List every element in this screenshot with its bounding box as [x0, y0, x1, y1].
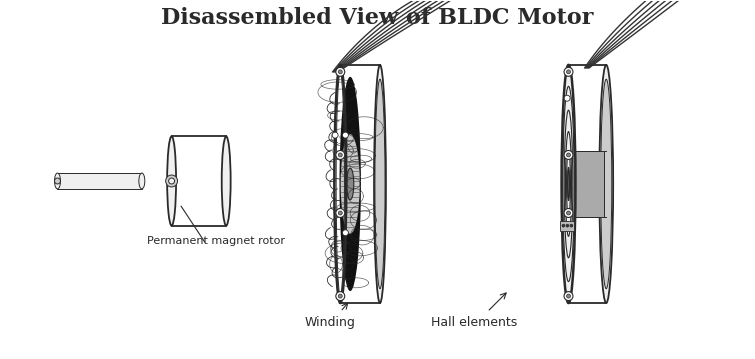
Circle shape — [336, 209, 345, 218]
Ellipse shape — [167, 136, 176, 226]
Circle shape — [564, 150, 573, 159]
Circle shape — [564, 292, 573, 300]
Circle shape — [168, 178, 174, 184]
Circle shape — [338, 153, 342, 157]
Ellipse shape — [375, 79, 385, 289]
Ellipse shape — [599, 65, 613, 303]
Circle shape — [165, 175, 177, 187]
Circle shape — [562, 224, 565, 227]
Circle shape — [566, 224, 569, 227]
Ellipse shape — [347, 168, 354, 200]
Circle shape — [566, 70, 571, 74]
Text: Winding: Winding — [305, 316, 356, 329]
FancyBboxPatch shape — [560, 221, 575, 230]
Ellipse shape — [568, 170, 569, 198]
Bar — [57, 173, 142, 189]
Ellipse shape — [139, 173, 145, 189]
Circle shape — [336, 67, 345, 76]
Circle shape — [332, 132, 338, 138]
Ellipse shape — [340, 77, 361, 291]
Circle shape — [570, 224, 573, 227]
Circle shape — [338, 294, 342, 298]
Text: Hall elements: Hall elements — [431, 316, 517, 329]
Circle shape — [566, 153, 571, 157]
Circle shape — [336, 150, 345, 159]
Circle shape — [566, 294, 571, 298]
Ellipse shape — [374, 65, 386, 303]
Ellipse shape — [54, 173, 60, 189]
Circle shape — [338, 70, 342, 74]
Circle shape — [343, 132, 348, 138]
Circle shape — [338, 211, 342, 215]
Ellipse shape — [601, 79, 612, 289]
Circle shape — [343, 230, 348, 236]
Text: Disassembled View of BLDC Motor: Disassembled View of BLDC Motor — [161, 7, 593, 29]
Text: Permanent magnet rotor: Permanent magnet rotor — [147, 237, 285, 247]
Circle shape — [564, 67, 573, 76]
FancyBboxPatch shape — [575, 151, 604, 217]
Ellipse shape — [562, 65, 575, 303]
Circle shape — [564, 95, 570, 101]
Circle shape — [564, 209, 573, 218]
Circle shape — [336, 292, 345, 300]
Circle shape — [54, 178, 60, 184]
Circle shape — [566, 211, 571, 215]
Ellipse shape — [341, 134, 359, 234]
Ellipse shape — [222, 136, 230, 226]
